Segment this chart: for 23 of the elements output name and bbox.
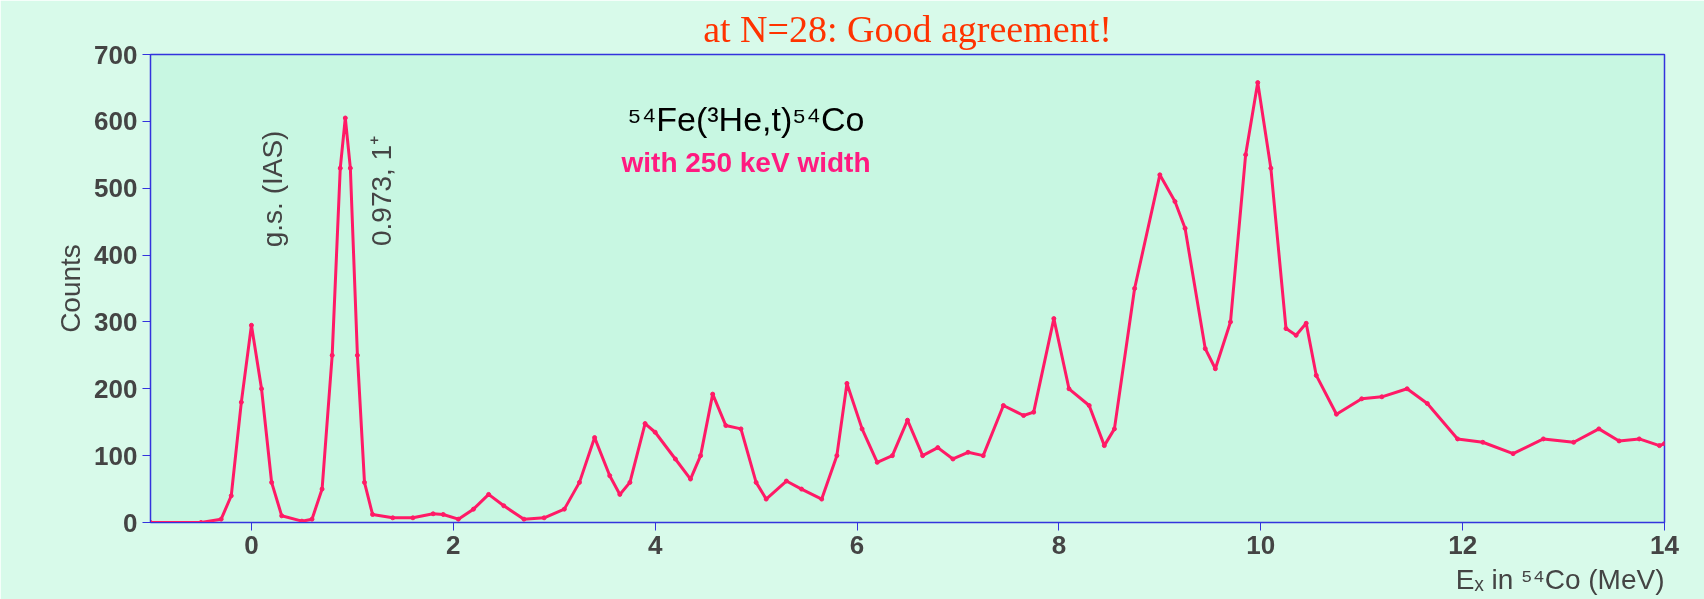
annotation: with 250 keV width: [620, 147, 871, 179]
x-tick-label: 4: [647, 529, 663, 560]
annotation: 0.973, 1⁺: [366, 135, 398, 247]
y-tick-label: 100: [94, 440, 138, 471]
annotation: g.s. (IAS): [257, 130, 289, 248]
x-tick-label: 6: [849, 529, 865, 560]
y-tick-label: 400: [94, 240, 138, 271]
x-tick-label: 2: [446, 529, 461, 560]
y-tick-label: 200: [94, 373, 138, 404]
x-axis-title: Eₓ in ⁵⁴Co (MeV): [1455, 563, 1665, 595]
x-tick-label: 14: [1650, 529, 1680, 560]
y-tick-label: 700: [94, 39, 138, 70]
x-tick-label: 10: [1246, 529, 1276, 560]
y-tick-label: 600: [94, 106, 138, 137]
x-tick-label: 0: [244, 529, 259, 560]
y-axis-title: Counts: [55, 244, 87, 333]
y-tick-label: 500: [94, 173, 138, 204]
y-tick-label: 0: [123, 507, 138, 538]
x-tick-label: 8: [1051, 529, 1067, 560]
x-tick-label: 12: [1448, 529, 1478, 560]
annotation: ⁵⁴Fe(³He,t)⁵⁴Co: [627, 100, 865, 139]
y-tick-label: 300: [94, 306, 138, 337]
chart-title: at N=28: Good agreement!: [703, 7, 1112, 50]
